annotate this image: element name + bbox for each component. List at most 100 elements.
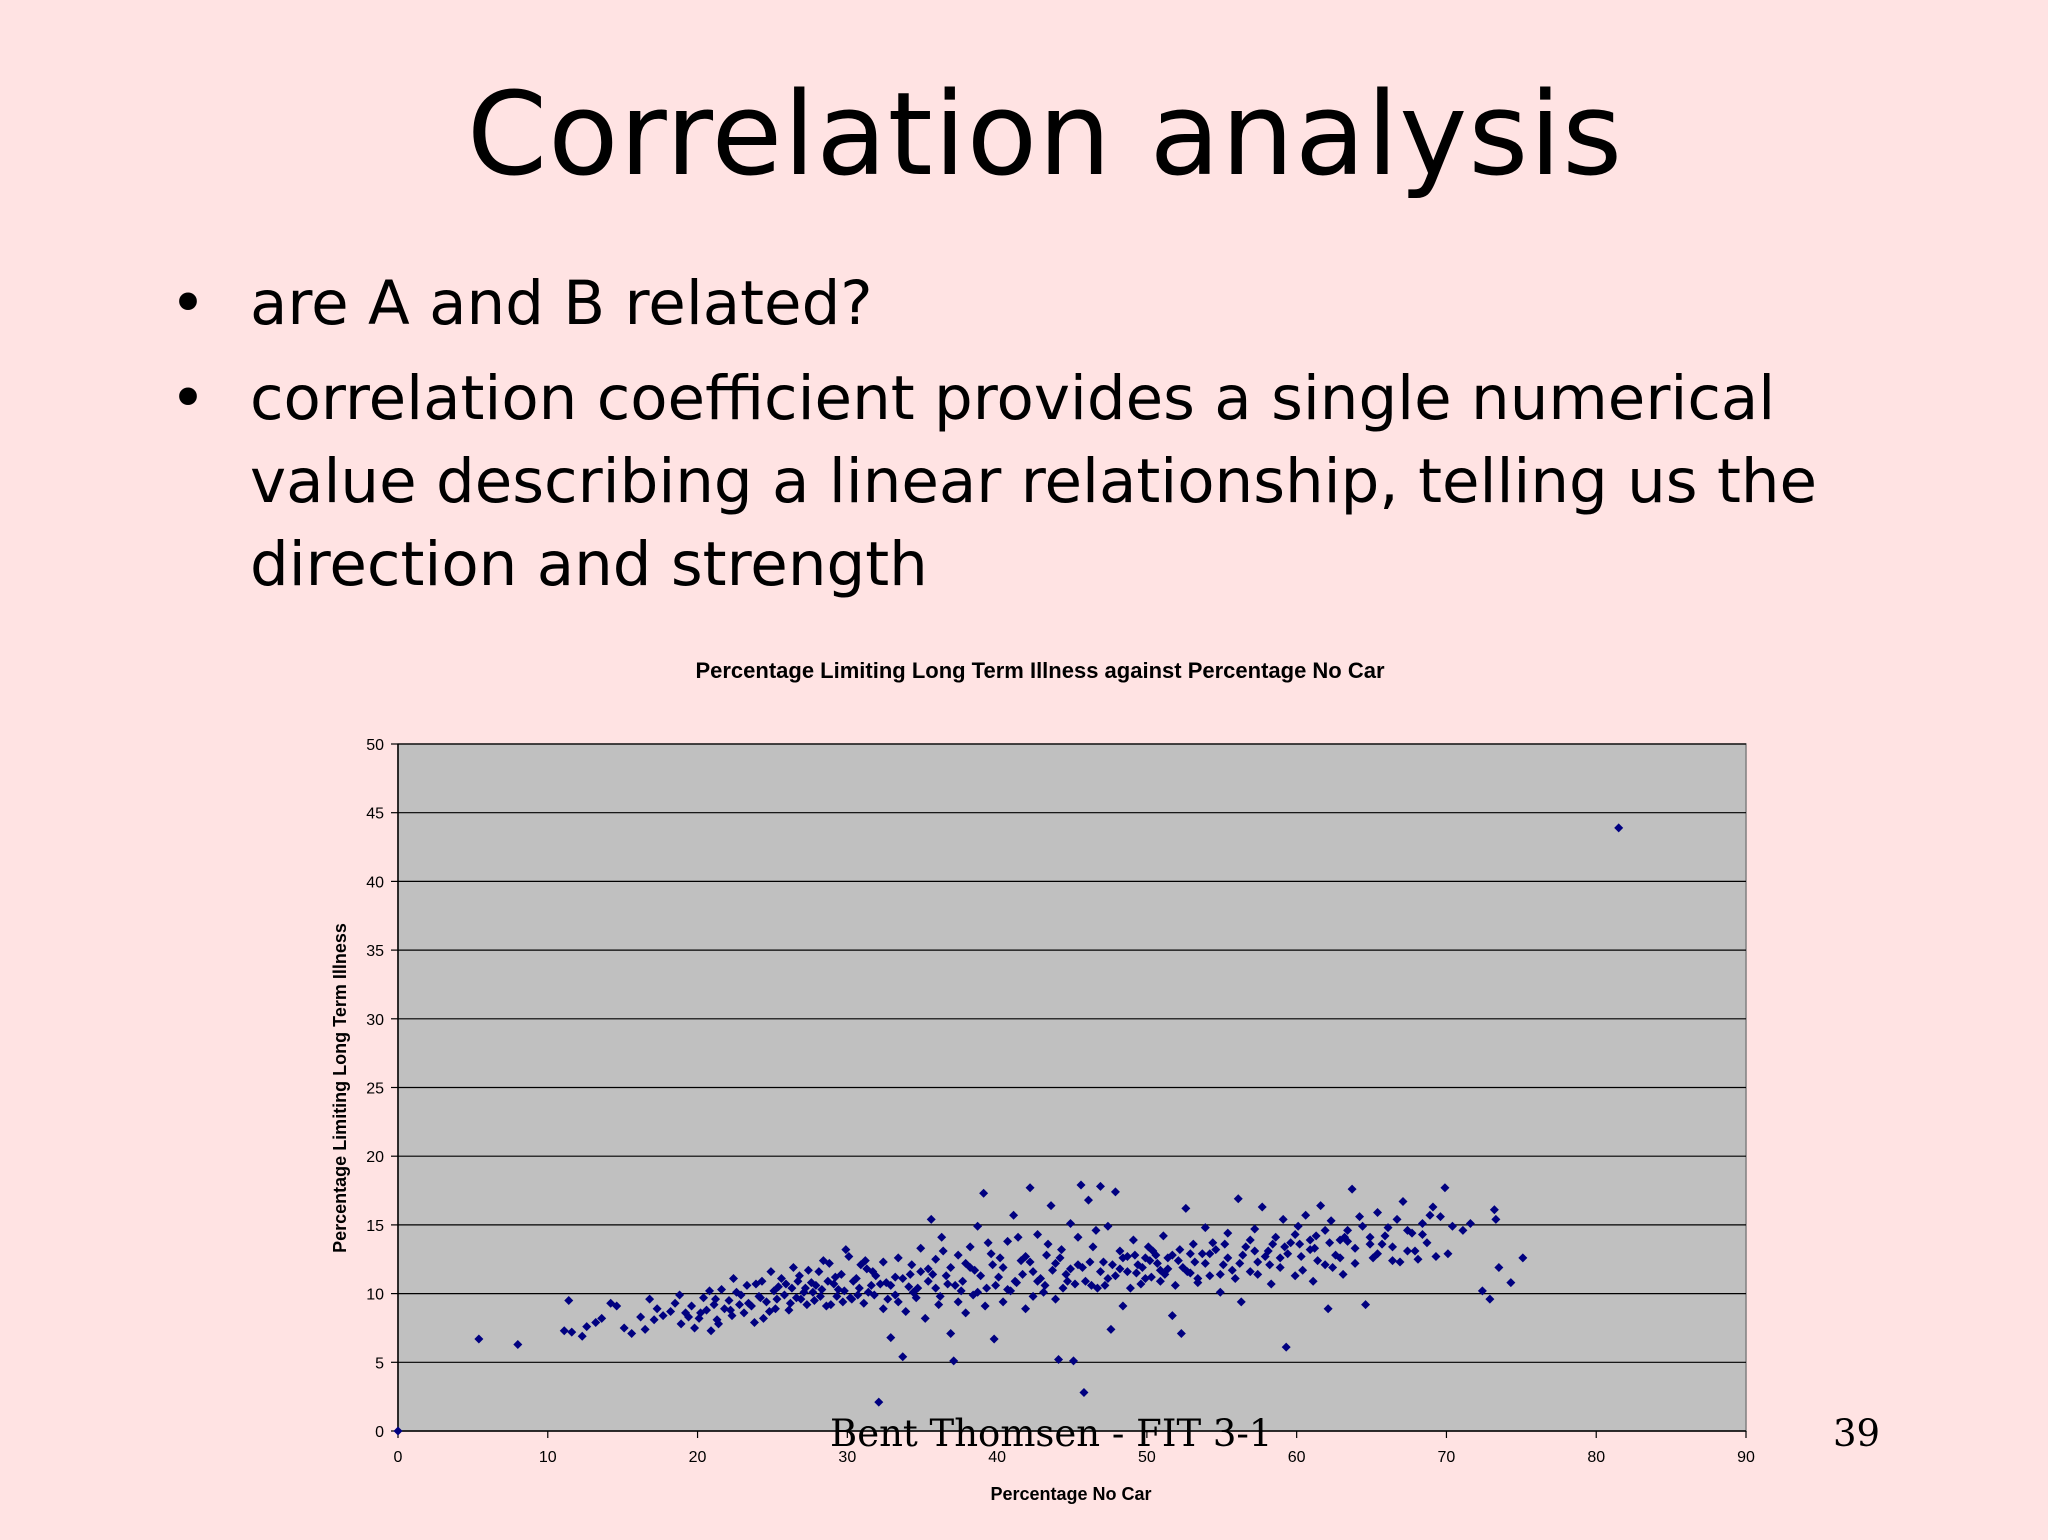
data-point	[1268, 1239, 1278, 1249]
data-point	[1320, 1260, 1330, 1270]
data-point	[729, 1273, 739, 1283]
y-tick-label: 35	[366, 943, 384, 960]
bullet-item: • are A and B related?	[170, 262, 1870, 345]
data-point	[928, 1269, 938, 1279]
x-tick-label: 90	[1737, 1449, 1755, 1466]
data-point	[838, 1297, 848, 1307]
data-point	[989, 1334, 999, 1344]
bullet-text: are A and B related?	[250, 268, 873, 339]
data-point	[1148, 1246, 1158, 1256]
data-point	[949, 1356, 959, 1366]
data-point	[640, 1324, 650, 1334]
data-point	[690, 1323, 700, 1333]
data-point	[953, 1297, 963, 1307]
data-point	[1298, 1265, 1308, 1275]
data-point	[1051, 1258, 1061, 1268]
data-point	[1403, 1225, 1413, 1235]
data-point	[923, 1264, 933, 1274]
data-point	[1003, 1236, 1013, 1246]
data-point	[938, 1246, 948, 1256]
data-point	[982, 1283, 992, 1293]
data-point	[986, 1249, 996, 1259]
data-point	[764, 1306, 774, 1316]
y-tick-label: 40	[366, 874, 384, 891]
data-point	[941, 1271, 951, 1281]
data-point	[979, 1188, 989, 1198]
data-point	[878, 1304, 888, 1314]
data-point	[1614, 823, 1624, 833]
data-point	[1040, 1280, 1050, 1290]
data-point	[577, 1331, 587, 1341]
data-point	[1057, 1245, 1067, 1255]
data-point	[1152, 1258, 1162, 1268]
data-point	[1313, 1256, 1323, 1266]
data-point	[731, 1287, 741, 1297]
data-point	[943, 1279, 953, 1289]
data-point	[946, 1262, 956, 1272]
data-point	[1413, 1254, 1423, 1264]
data-point	[652, 1304, 662, 1314]
data-point	[736, 1290, 746, 1300]
data-point	[779, 1290, 789, 1300]
data-point	[1128, 1235, 1138, 1245]
data-point	[1443, 1249, 1453, 1259]
data-point	[1250, 1224, 1260, 1234]
data-point	[826, 1300, 836, 1310]
data-point	[1061, 1269, 1071, 1279]
data-point	[714, 1319, 724, 1329]
data-point	[1140, 1273, 1150, 1283]
data-point	[1106, 1324, 1116, 1334]
data-point	[973, 1287, 983, 1297]
data-point	[1388, 1256, 1398, 1266]
data-point	[1010, 1276, 1020, 1286]
data-point	[998, 1297, 1008, 1307]
y-tick-label: 15	[366, 1218, 384, 1235]
data-point	[1066, 1264, 1076, 1274]
data-point	[1028, 1291, 1038, 1301]
data-point	[1305, 1235, 1315, 1245]
data-point	[1091, 1225, 1101, 1235]
data-point	[742, 1280, 752, 1290]
data-point	[559, 1326, 569, 1336]
data-point	[839, 1286, 849, 1296]
slide-title: Correlation analysis	[466, 68, 1624, 202]
data-point	[878, 1257, 888, 1267]
data-point	[976, 1271, 986, 1281]
data-point	[796, 1294, 806, 1304]
data-point	[1058, 1283, 1068, 1293]
data-point	[923, 1276, 933, 1286]
data-point	[513, 1339, 523, 1349]
data-point	[1253, 1269, 1263, 1279]
data-point	[811, 1280, 821, 1290]
data-point	[863, 1287, 873, 1297]
x-axis-label: Percentage No Car	[990, 1484, 1151, 1504]
data-point	[875, 1279, 885, 1289]
data-point	[907, 1260, 917, 1270]
data-point	[1103, 1273, 1113, 1283]
data-point	[998, 1262, 1008, 1272]
data-point	[1377, 1239, 1387, 1249]
data-point	[973, 1221, 983, 1231]
data-point	[1275, 1262, 1285, 1272]
y-axis-label: Percentage Limiting Long Term Illness	[330, 923, 350, 1253]
data-point	[1293, 1221, 1303, 1231]
data-point	[684, 1312, 694, 1322]
data-point	[1417, 1219, 1427, 1229]
x-tick-label: 40	[988, 1449, 1006, 1466]
bullet-item: • correlation coefficient provides a sin…	[170, 357, 1870, 606]
data-point	[851, 1273, 861, 1283]
data-point	[1033, 1276, 1043, 1286]
data-point	[567, 1327, 577, 1337]
data-point	[844, 1252, 854, 1262]
data-point	[898, 1273, 908, 1283]
x-tick-label: 20	[689, 1449, 707, 1466]
data-point	[1003, 1284, 1013, 1294]
data-point	[961, 1308, 971, 1318]
data-point	[886, 1280, 896, 1290]
data-point	[841, 1245, 851, 1255]
data-point	[1167, 1311, 1177, 1321]
data-point	[1477, 1286, 1487, 1296]
data-point	[687, 1301, 697, 1311]
data-point	[965, 1242, 975, 1252]
data-point	[904, 1282, 914, 1292]
